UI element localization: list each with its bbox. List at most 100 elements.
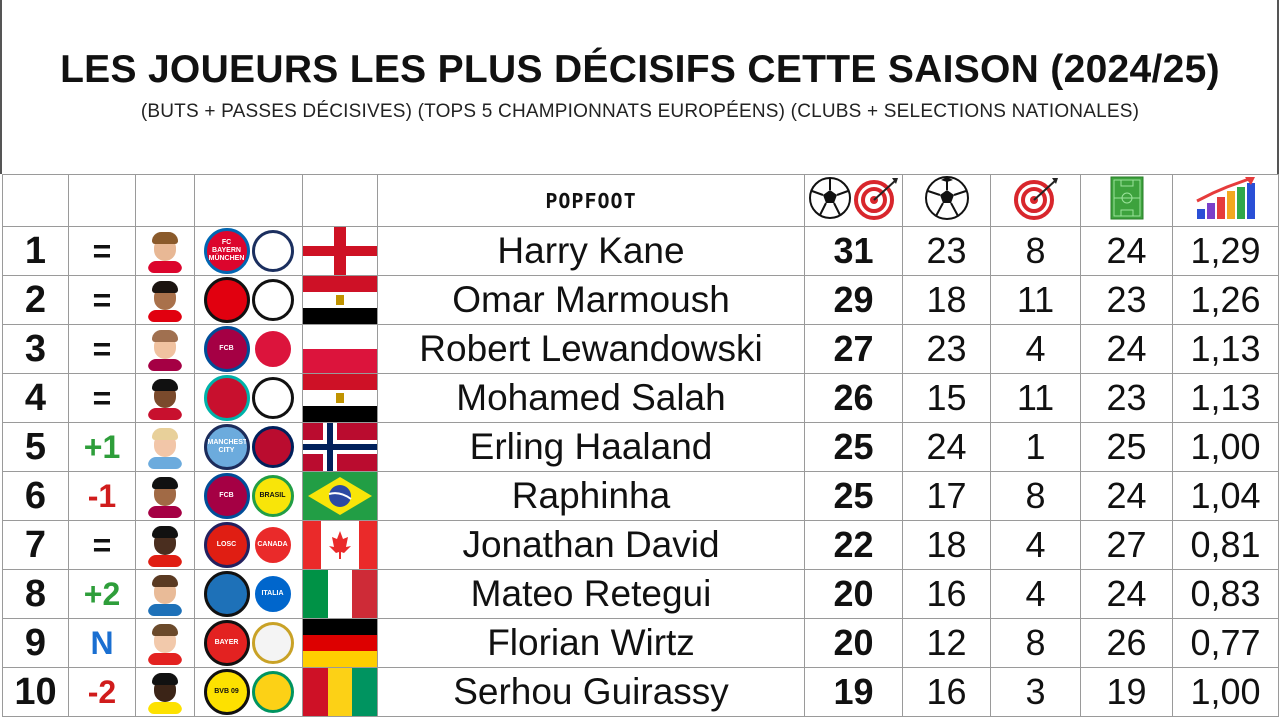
goals-cell: 23 <box>902 324 991 374</box>
assists-cell: 4 <box>990 324 1081 374</box>
bar-chart-icon <box>1195 177 1255 219</box>
crest-lettering: BVB 09 <box>214 688 239 695</box>
goals-cell: 17 <box>902 471 991 521</box>
crest-lettering: LOSC <box>216 541 237 548</box>
change-cell: = <box>68 324 136 374</box>
matches-cell: 24 <box>1080 569 1173 619</box>
england-flag-icon <box>303 227 377 275</box>
header: LES JOUEURS LES PLUS DÉCISIFS CETTE SAIS… <box>0 0 1280 172</box>
club-crests-cell: FC BAYERN MÜNCHEN <box>194 226 303 276</box>
flag-cell <box>302 422 378 472</box>
norway-flag-icon <box>303 423 377 471</box>
table-row: 4 = Mohamed Salah 26 15 11 23 1,13 <box>2 373 1279 423</box>
flag-cell <box>302 520 378 570</box>
player-avatar <box>148 376 182 420</box>
player-avatar <box>148 572 182 616</box>
player-name: Erling Haaland <box>377 422 805 472</box>
player-photo-cell <box>135 471 195 521</box>
change-cell: -2 <box>68 667 136 717</box>
total-cell: 20 <box>804 569 903 619</box>
player-photo-cell <box>135 520 195 570</box>
page-subtitle: (BUTS + PASSES DÉCISIVES) (TOPS 5 CHAMPI… <box>140 101 1140 122</box>
ratio-cell: 0,83 <box>1172 569 1279 619</box>
change-cell: +2 <box>68 569 136 619</box>
player-name: Harry Kane <box>377 226 805 276</box>
total-cell: 31 <box>804 226 903 276</box>
ratio-cell: 1,13 <box>1172 373 1279 423</box>
player-avatar <box>148 621 182 665</box>
header-cell-flag <box>302 174 378 227</box>
matches-cell: 27 <box>1080 520 1173 570</box>
flag-cell <box>302 275 378 325</box>
goals-cell: 16 <box>902 667 991 717</box>
england-crest <box>251 230 294 272</box>
header-cell-total <box>804 174 903 227</box>
club-crests-cell <box>194 275 303 325</box>
club-crests-cell: FCB BRASIL <box>194 471 303 521</box>
crest-lettering: FC BAYERN MÜNCHEN <box>208 239 245 262</box>
table-row: 8 +2 ITALIA Mateo Retegui 20 16 4 24 0,83 <box>2 569 1279 619</box>
player-name: Raphinha <box>377 471 805 521</box>
rank-cell: 2 <box>2 275 69 325</box>
table-row: 3 = FCB Robert Lewandowski 27 23 4 24 1,13 <box>2 324 1279 374</box>
matches-cell: 23 <box>1080 373 1173 423</box>
canada-crest: CANADA <box>251 524 294 566</box>
header-cell-photo <box>135 174 195 227</box>
crest-lettering: BAYER <box>214 639 239 646</box>
egypt-crest <box>251 279 294 321</box>
goals-cell: 18 <box>902 520 991 570</box>
flag-cell <box>302 618 378 668</box>
germany-flag-icon <box>303 619 377 667</box>
matches-cell: 24 <box>1080 226 1173 276</box>
popfoot-logo: POPFOOT <box>545 188 637 213</box>
flag-cell <box>302 471 378 521</box>
player-photo-cell <box>135 275 195 325</box>
goals-cell: 12 <box>902 618 991 668</box>
rank-cell: 9 <box>2 618 69 668</box>
matches-cell: 25 <box>1080 422 1173 472</box>
change-cell: -1 <box>68 471 136 521</box>
matches-cell: 19 <box>1080 667 1173 717</box>
player-avatar <box>148 278 182 322</box>
player-name: Robert Lewandowski <box>377 324 805 374</box>
header-cell-club <box>194 174 303 227</box>
player-photo-cell <box>135 226 195 276</box>
manchester-city-crest: MANCHESTER CITY <box>203 424 250 470</box>
total-cell: 25 <box>804 471 903 521</box>
change-cell: = <box>68 226 136 276</box>
soccer-ball-icon <box>924 176 969 220</box>
italia-crest: ITALIA <box>251 573 294 615</box>
club-crests-cell: ITALIA <box>194 569 303 619</box>
goals-cell: 16 <box>902 569 991 619</box>
guinea-crest <box>251 671 294 713</box>
player-avatar <box>148 229 182 273</box>
player-name: Florian Wirtz <box>377 618 805 668</box>
assists-cell: 3 <box>990 667 1081 717</box>
change-cell: = <box>68 373 136 423</box>
poland-flag-icon <box>303 325 377 373</box>
egypt-flag-icon <box>303 374 377 422</box>
player-photo-cell <box>135 618 195 668</box>
rank-cell: 1 <box>2 226 69 276</box>
table-row: 10 -2 BVB 09 Serhou Guirassy 19 16 3 19 1,00 <box>2 667 1279 717</box>
total-cell: 27 <box>804 324 903 374</box>
flag-cell <box>302 226 378 276</box>
player-avatar <box>148 425 182 469</box>
table-header-row: POPFOOT <box>2 174 1279 227</box>
change-cell: +1 <box>68 422 136 472</box>
assists-cell: 4 <box>990 520 1081 570</box>
page-title: LES JOUEURS LES PLUS DÉCISIFS CETTE SAIS… <box>60 48 1220 91</box>
header-cell-brand: POPFOOT <box>377 174 805 227</box>
player-avatar <box>148 327 182 371</box>
table-row: 6 -1 FCB BRASIL Raphinha 25 17 8 24 1,04 <box>2 471 1279 521</box>
total-cell: 20 <box>804 618 903 668</box>
header-right-border <box>1277 0 1279 174</box>
flag-cell <box>302 667 378 717</box>
egypt-crest <box>251 377 294 419</box>
rank-cell: 7 <box>2 520 69 570</box>
matches-cell: 26 <box>1080 618 1173 668</box>
canada-flag-icon <box>303 521 377 569</box>
player-name: Mohamed Salah <box>377 373 805 423</box>
rank-cell: 10 <box>2 667 69 717</box>
